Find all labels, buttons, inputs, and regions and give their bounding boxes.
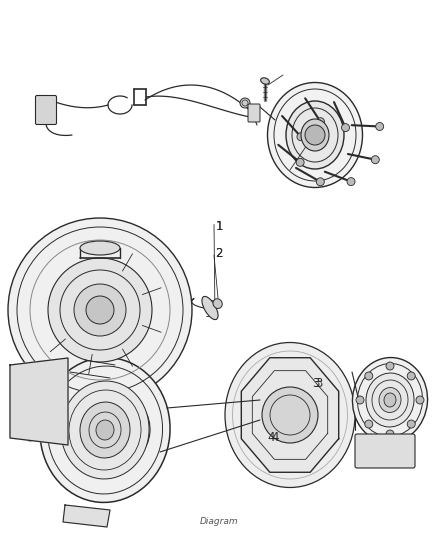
Ellipse shape bbox=[379, 387, 401, 413]
Text: 3: 3 bbox=[315, 377, 323, 390]
FancyBboxPatch shape bbox=[35, 95, 57, 125]
Circle shape bbox=[262, 387, 318, 443]
Circle shape bbox=[371, 156, 379, 164]
Circle shape bbox=[386, 362, 394, 370]
Ellipse shape bbox=[40, 358, 170, 503]
Circle shape bbox=[44, 369, 56, 381]
Circle shape bbox=[365, 372, 373, 380]
Circle shape bbox=[356, 396, 364, 404]
Circle shape bbox=[74, 284, 126, 336]
Ellipse shape bbox=[384, 393, 396, 407]
Ellipse shape bbox=[268, 83, 363, 188]
Text: 4: 4 bbox=[272, 431, 279, 443]
Circle shape bbox=[44, 429, 56, 441]
Text: 2: 2 bbox=[215, 247, 223, 260]
Ellipse shape bbox=[366, 373, 414, 427]
Circle shape bbox=[24, 369, 36, 381]
Ellipse shape bbox=[213, 298, 222, 309]
Polygon shape bbox=[241, 358, 339, 472]
Circle shape bbox=[407, 372, 415, 380]
Text: 4: 4 bbox=[268, 431, 276, 443]
Text: Diagram: Diagram bbox=[200, 518, 238, 527]
Ellipse shape bbox=[202, 296, 218, 320]
Circle shape bbox=[347, 177, 355, 185]
Circle shape bbox=[296, 158, 304, 166]
FancyBboxPatch shape bbox=[355, 434, 415, 468]
FancyBboxPatch shape bbox=[248, 104, 260, 122]
Circle shape bbox=[240, 98, 250, 108]
Text: 1: 1 bbox=[215, 220, 223, 233]
Circle shape bbox=[297, 133, 305, 141]
Circle shape bbox=[416, 396, 424, 404]
Ellipse shape bbox=[286, 101, 344, 169]
Circle shape bbox=[376, 123, 384, 131]
Circle shape bbox=[365, 420, 373, 428]
Circle shape bbox=[386, 430, 394, 438]
Circle shape bbox=[317, 118, 325, 126]
Text: 3: 3 bbox=[312, 377, 319, 390]
Circle shape bbox=[8, 218, 192, 402]
Circle shape bbox=[24, 429, 36, 441]
Circle shape bbox=[86, 296, 114, 324]
Polygon shape bbox=[63, 505, 110, 527]
Circle shape bbox=[407, 420, 415, 428]
Circle shape bbox=[305, 125, 325, 145]
Circle shape bbox=[316, 178, 324, 186]
Ellipse shape bbox=[80, 241, 120, 255]
Ellipse shape bbox=[61, 381, 149, 479]
Text: 1: 1 bbox=[215, 220, 223, 233]
Circle shape bbox=[48, 258, 152, 362]
Ellipse shape bbox=[353, 358, 427, 442]
Ellipse shape bbox=[96, 420, 114, 440]
Text: 2: 2 bbox=[215, 247, 223, 260]
Circle shape bbox=[342, 124, 350, 132]
Ellipse shape bbox=[80, 402, 130, 458]
Polygon shape bbox=[10, 358, 68, 445]
Ellipse shape bbox=[225, 343, 355, 488]
Ellipse shape bbox=[261, 78, 269, 84]
Ellipse shape bbox=[301, 119, 329, 151]
Ellipse shape bbox=[90, 396, 150, 464]
